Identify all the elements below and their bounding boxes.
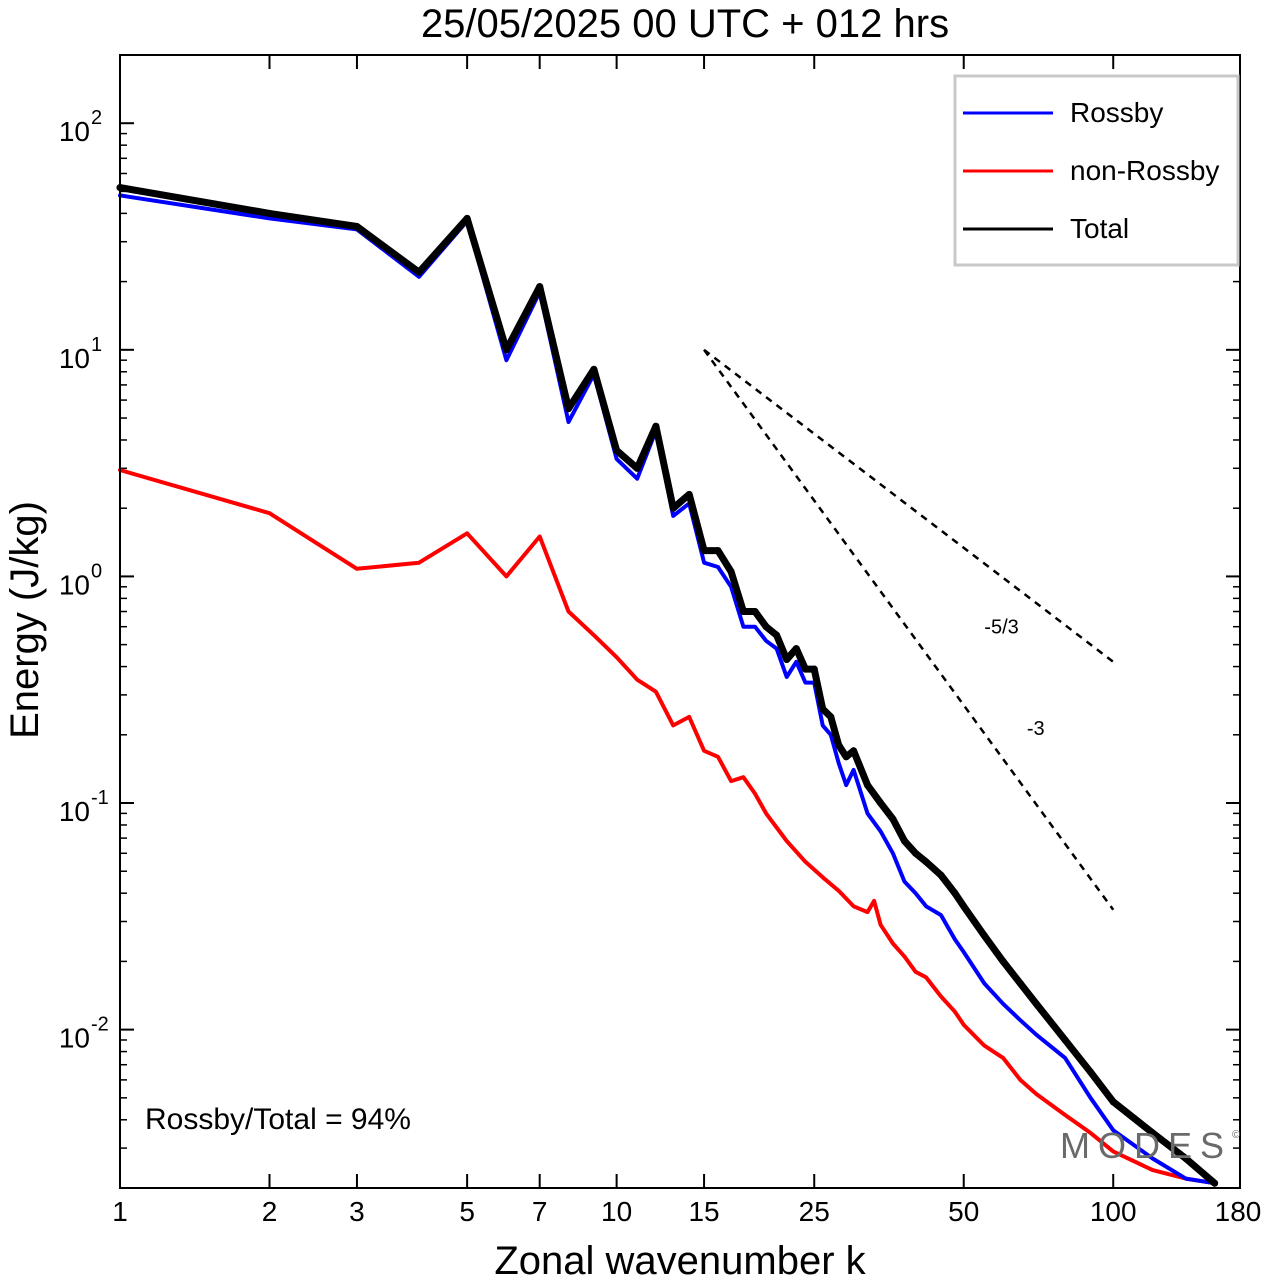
series-point-total (714, 547, 722, 555)
series-point-total (613, 446, 621, 454)
series-point-total (863, 781, 871, 789)
reference-slope-label: -5/3 (984, 616, 1018, 638)
series-point-total (842, 753, 850, 761)
x-tick-label: 50 (948, 1196, 979, 1227)
legend-label-non-rossby: non-Rossby (1070, 155, 1219, 186)
legend-box (953, 74, 1240, 267)
y-tick-label-exponent: 0 (91, 560, 102, 582)
series-point-total (877, 799, 885, 807)
series-point-total (762, 623, 770, 631)
rossby-ratio-annotation: Rossby/Total = 94% (145, 1103, 411, 1136)
series-point-total (980, 932, 988, 940)
x-tick-label: 100 (1090, 1196, 1137, 1227)
reference-slope-line (703, 349, 1115, 911)
x-tick-label: 7 (532, 1196, 548, 1227)
series-point-total (1087, 1068, 1095, 1076)
plot-series (116, 184, 1219, 1187)
x-tick-label: 5 (459, 1196, 475, 1227)
reference-slope-label: -3 (1027, 718, 1045, 740)
axis-ticks: 10 210 110 010 -110 -21 2 3 5 7 10 15 25 50 100 180 (59, 55, 1262, 1227)
x-axis-label: Zonal wavenumber k (494, 1239, 866, 1281)
series-point-total (912, 849, 920, 857)
series-point-total (265, 209, 273, 217)
series-point-total (901, 837, 909, 845)
x-tick-label: 25 (799, 1196, 830, 1227)
reference-slopes: -5/3 -3 (703, 348, 1115, 911)
series-point-total (1016, 979, 1024, 987)
legend: Rossby non-Rossby Total (953, 74, 1240, 267)
series-point-total (783, 655, 791, 663)
series-point-total (353, 223, 361, 231)
series-point-total (727, 568, 735, 576)
series-point-total (937, 871, 945, 879)
series-point-total (1182, 1154, 1190, 1162)
series-point-total (536, 283, 544, 291)
x-tick-label: 2 (262, 1196, 278, 1227)
series-point-total (700, 547, 708, 555)
y-tick-label-exponent: -2 (91, 1014, 109, 1036)
series-point-total (415, 268, 423, 276)
chart-title: 25/05/2025 00 UTC + 012 hrs (421, 2, 949, 46)
y-tick-label: 10 (59, 116, 90, 147)
series-point-total (739, 608, 747, 616)
y-tick-label: 10 (59, 343, 90, 374)
x-tick-label: 180 (1215, 1196, 1262, 1227)
series-point-total (1211, 1179, 1219, 1187)
series-point-total (810, 665, 818, 673)
series-line-rossby (118, 193, 1217, 1186)
series-point-total (819, 705, 827, 713)
x-tick-label: 10 (601, 1196, 632, 1227)
series-point-total (999, 957, 1007, 965)
series-point-total (633, 464, 641, 472)
y-axis-label: Energy (J/kg) (3, 501, 47, 739)
series-point-total (922, 858, 930, 866)
series-point-total (502, 346, 510, 354)
series-point-total (850, 747, 858, 755)
series-point-total (960, 902, 968, 910)
y-tick-label-exponent: 1 (91, 334, 102, 356)
series-point-total (590, 365, 598, 373)
reference-slope-line (703, 348, 1114, 663)
plot-frame (119, 54, 1241, 1189)
series-point-total (801, 665, 809, 673)
y-tick-label-exponent: -1 (91, 787, 109, 809)
x-tick-label: 15 (688, 1196, 719, 1227)
series-point-total (889, 815, 897, 823)
x-tick-label: 1 (112, 1196, 128, 1227)
series-point-total (564, 405, 572, 413)
legend-label-total: Total (1070, 213, 1129, 244)
series-point-total (1061, 1036, 1069, 1044)
y-tick-label: 10 (59, 569, 90, 600)
series-point-total (827, 713, 835, 721)
series-point-total (463, 214, 471, 222)
modes-watermark: MODES (1060, 1125, 1232, 1166)
y-tick-label: 10 (59, 1023, 90, 1054)
series-point-total (835, 741, 843, 749)
y-tick-label: 10 (59, 796, 90, 827)
series-point-total (792, 645, 800, 653)
series-point-total (951, 889, 959, 897)
y-tick-label-exponent: 2 (91, 107, 102, 129)
series-point-total (669, 504, 677, 512)
series-line-non-rossby (118, 468, 1217, 1186)
series-line-total (116, 184, 1219, 1187)
x-tick-label: 3 (349, 1196, 365, 1227)
legend-label-rossby: Rossby (1070, 97, 1163, 128)
series-point-total (1032, 1000, 1040, 1008)
watermark-copyright-symbol: © (1232, 1129, 1240, 1141)
series-point-total (1149, 1129, 1157, 1137)
series-point-total (1109, 1098, 1117, 1106)
series-point-total (751, 608, 759, 616)
series-point-total (685, 490, 693, 498)
series-point-total (773, 631, 781, 639)
series-point-total (652, 422, 660, 430)
